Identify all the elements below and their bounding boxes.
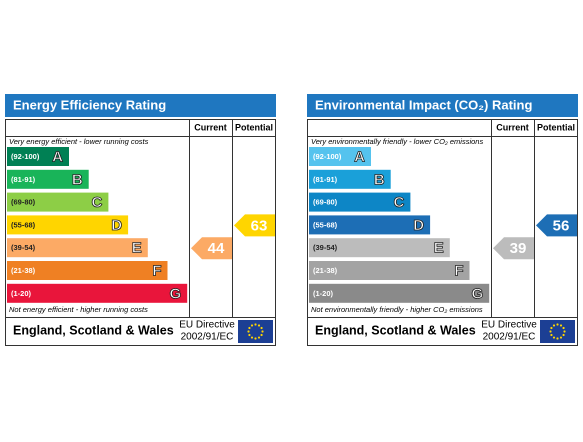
band-range: (39-54) bbox=[11, 243, 36, 252]
column-header: Current bbox=[194, 122, 227, 132]
rating-band bbox=[309, 215, 431, 235]
band-range: (92-100) bbox=[11, 152, 40, 161]
eu-star bbox=[254, 323, 257, 326]
rating-band bbox=[7, 261, 168, 280]
band-range: (21-38) bbox=[313, 266, 338, 275]
rating-value: 56 bbox=[553, 217, 570, 234]
band-letter: F bbox=[454, 262, 463, 279]
band-range: (92-100) bbox=[313, 152, 342, 161]
eu-star bbox=[550, 326, 553, 330]
rating-band bbox=[309, 169, 391, 189]
band-letter: B bbox=[72, 171, 83, 188]
rating-band bbox=[7, 169, 89, 189]
panel-frame bbox=[5, 119, 276, 346]
band-letter: A bbox=[354, 148, 365, 165]
eu-star bbox=[250, 324, 254, 327]
eu-star bbox=[550, 333, 553, 337]
rating-band bbox=[7, 215, 129, 235]
column-header: Potential bbox=[537, 122, 575, 132]
band-range: (1-20) bbox=[11, 289, 32, 298]
eu-star bbox=[552, 336, 556, 339]
eu-star bbox=[260, 326, 263, 330]
band-range: (55-68) bbox=[11, 220, 36, 229]
rating-band bbox=[309, 238, 450, 258]
rating-arrow bbox=[234, 214, 275, 237]
eu-star bbox=[250, 336, 254, 339]
panel-title: Environmental Impact (CO₂) Rating bbox=[315, 97, 532, 112]
band-range: (81-91) bbox=[313, 175, 338, 184]
panel-title: Energy Efficiency Rating bbox=[13, 97, 166, 112]
rating-arrow bbox=[493, 237, 534, 260]
footer-directive: EU Directive bbox=[179, 320, 235, 331]
band-range: (55-68) bbox=[313, 220, 338, 229]
title-bar bbox=[307, 94, 578, 117]
band-letter: C bbox=[92, 194, 103, 211]
eu-flag bbox=[540, 320, 575, 343]
band-range: (39-54) bbox=[313, 243, 338, 252]
eu-star bbox=[562, 326, 565, 330]
band-letter: D bbox=[111, 217, 122, 234]
band-range: (21-38) bbox=[11, 266, 36, 275]
eu-star bbox=[559, 324, 563, 327]
band-letter: B bbox=[374, 171, 385, 188]
rating-value: 39 bbox=[510, 240, 527, 257]
panel-frame bbox=[307, 119, 578, 346]
band-range: (69-80) bbox=[313, 198, 338, 207]
eu-star bbox=[549, 330, 552, 333]
rating-value: 63 bbox=[251, 217, 268, 234]
epc-panel: Energy Efficiency Rating Current Potential… bbox=[5, 94, 276, 346]
footer-directive: 2002/91/EC bbox=[181, 332, 234, 343]
eu-star bbox=[559, 336, 563, 339]
rating-arrow bbox=[536, 214, 577, 237]
eu-star bbox=[556, 323, 559, 326]
eu-star bbox=[248, 326, 251, 330]
column-header: Current bbox=[496, 122, 529, 132]
footer-directive: 2002/91/EC bbox=[483, 332, 536, 343]
rating-band bbox=[7, 192, 109, 212]
eu-star bbox=[257, 324, 261, 327]
band-letter: C bbox=[394, 194, 405, 211]
band-range: (69-80) bbox=[11, 198, 36, 207]
band-letter: E bbox=[434, 240, 444, 257]
rating-value: 44 bbox=[208, 240, 225, 257]
eu-star bbox=[556, 337, 559, 340]
band-letter: G bbox=[170, 285, 182, 302]
footer-region: England, Scotland & Wales bbox=[13, 323, 174, 337]
title-bar bbox=[5, 94, 276, 117]
eu-star bbox=[563, 330, 566, 333]
eu-star bbox=[562, 333, 565, 337]
band-letter: E bbox=[132, 240, 142, 257]
rating-band bbox=[7, 283, 188, 303]
bottom-note: Not energy efficient - higher running co… bbox=[9, 305, 148, 314]
bottom-note: Not environmentally friendly - higher CO… bbox=[311, 305, 483, 314]
column-header: Potential bbox=[235, 122, 273, 132]
top-note: Very environmentally friendly - lower CO… bbox=[311, 137, 483, 146]
footer-region: England, Scotland & Wales bbox=[315, 323, 476, 337]
eu-star bbox=[254, 337, 257, 340]
rating-band bbox=[309, 261, 470, 280]
eu-star bbox=[261, 330, 264, 333]
eu-star bbox=[552, 324, 556, 327]
band-range: (1-20) bbox=[313, 289, 334, 298]
footer-directive: EU Directive bbox=[481, 320, 537, 331]
band-range: (81-91) bbox=[11, 175, 36, 184]
eu-star bbox=[247, 330, 250, 333]
rating-band bbox=[309, 147, 371, 166]
eu-star bbox=[248, 333, 251, 337]
rating-band bbox=[7, 147, 69, 166]
rating-band bbox=[309, 283, 490, 303]
band-letter: A bbox=[52, 148, 63, 165]
rating-band bbox=[309, 192, 411, 212]
band-letter: D bbox=[413, 217, 424, 234]
eu-flag bbox=[238, 320, 273, 343]
band-letter: G bbox=[472, 285, 484, 302]
rating-arrow bbox=[191, 237, 232, 260]
rating-band bbox=[7, 238, 148, 258]
top-note: Very energy efficient - lower running co… bbox=[9, 137, 149, 146]
eu-star bbox=[257, 336, 261, 339]
epc-panel: Environmental Impact (CO₂) Rating Current… bbox=[307, 94, 578, 346]
band-letter: F bbox=[152, 262, 161, 279]
eu-star bbox=[260, 333, 263, 337]
